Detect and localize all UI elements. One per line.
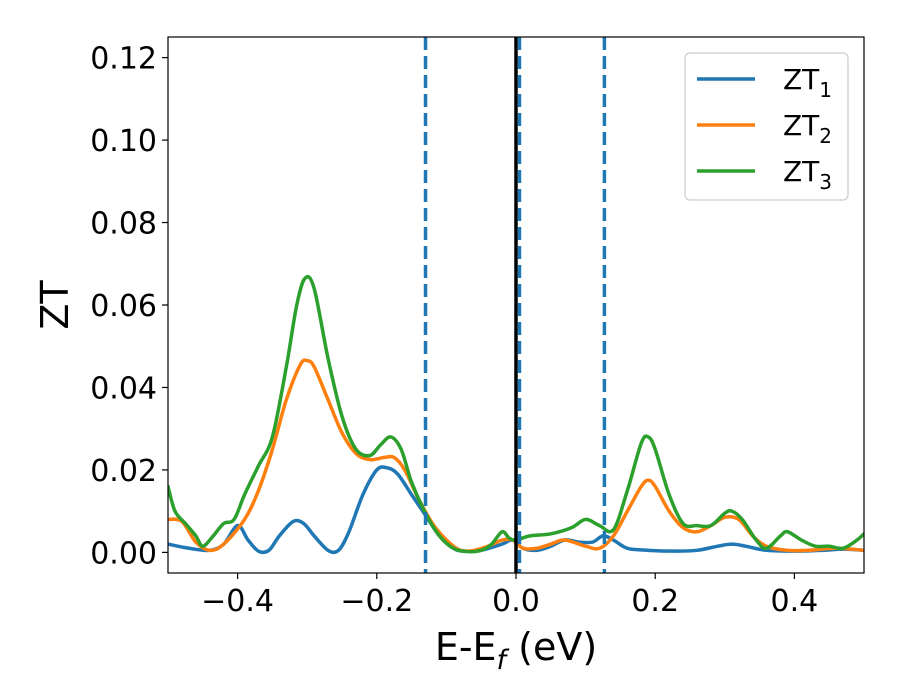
y-tick-label: 0.04: [90, 371, 157, 406]
y-axis-title: ZT: [33, 280, 77, 330]
y-tick-label: 0.12: [90, 42, 157, 77]
y-tick-label: 0.00: [90, 536, 157, 571]
y-tick-label: 0.02: [90, 454, 157, 489]
legend-label-zt3: ZT3: [783, 155, 832, 194]
x-tick-label: −0.2: [340, 584, 413, 619]
x-tick-label: −0.4: [201, 584, 274, 619]
y-tick-label: 0.10: [90, 124, 157, 159]
series-line-zt3: [168, 274, 864, 554]
legend-label-zt2: ZT2: [783, 109, 832, 148]
y-tick-label: 0.06: [90, 289, 157, 324]
x-tick-label: 0.0: [492, 584, 540, 619]
legend-label-zt1: ZT1: [783, 63, 832, 102]
x-tick-label: 0.2: [631, 584, 679, 619]
x-axis-title: E-Ef (eV): [435, 625, 597, 676]
legend-box: [684, 52, 849, 201]
y-tick-label: 0.08: [90, 207, 157, 242]
x-tick-label: 0.4: [771, 584, 819, 619]
